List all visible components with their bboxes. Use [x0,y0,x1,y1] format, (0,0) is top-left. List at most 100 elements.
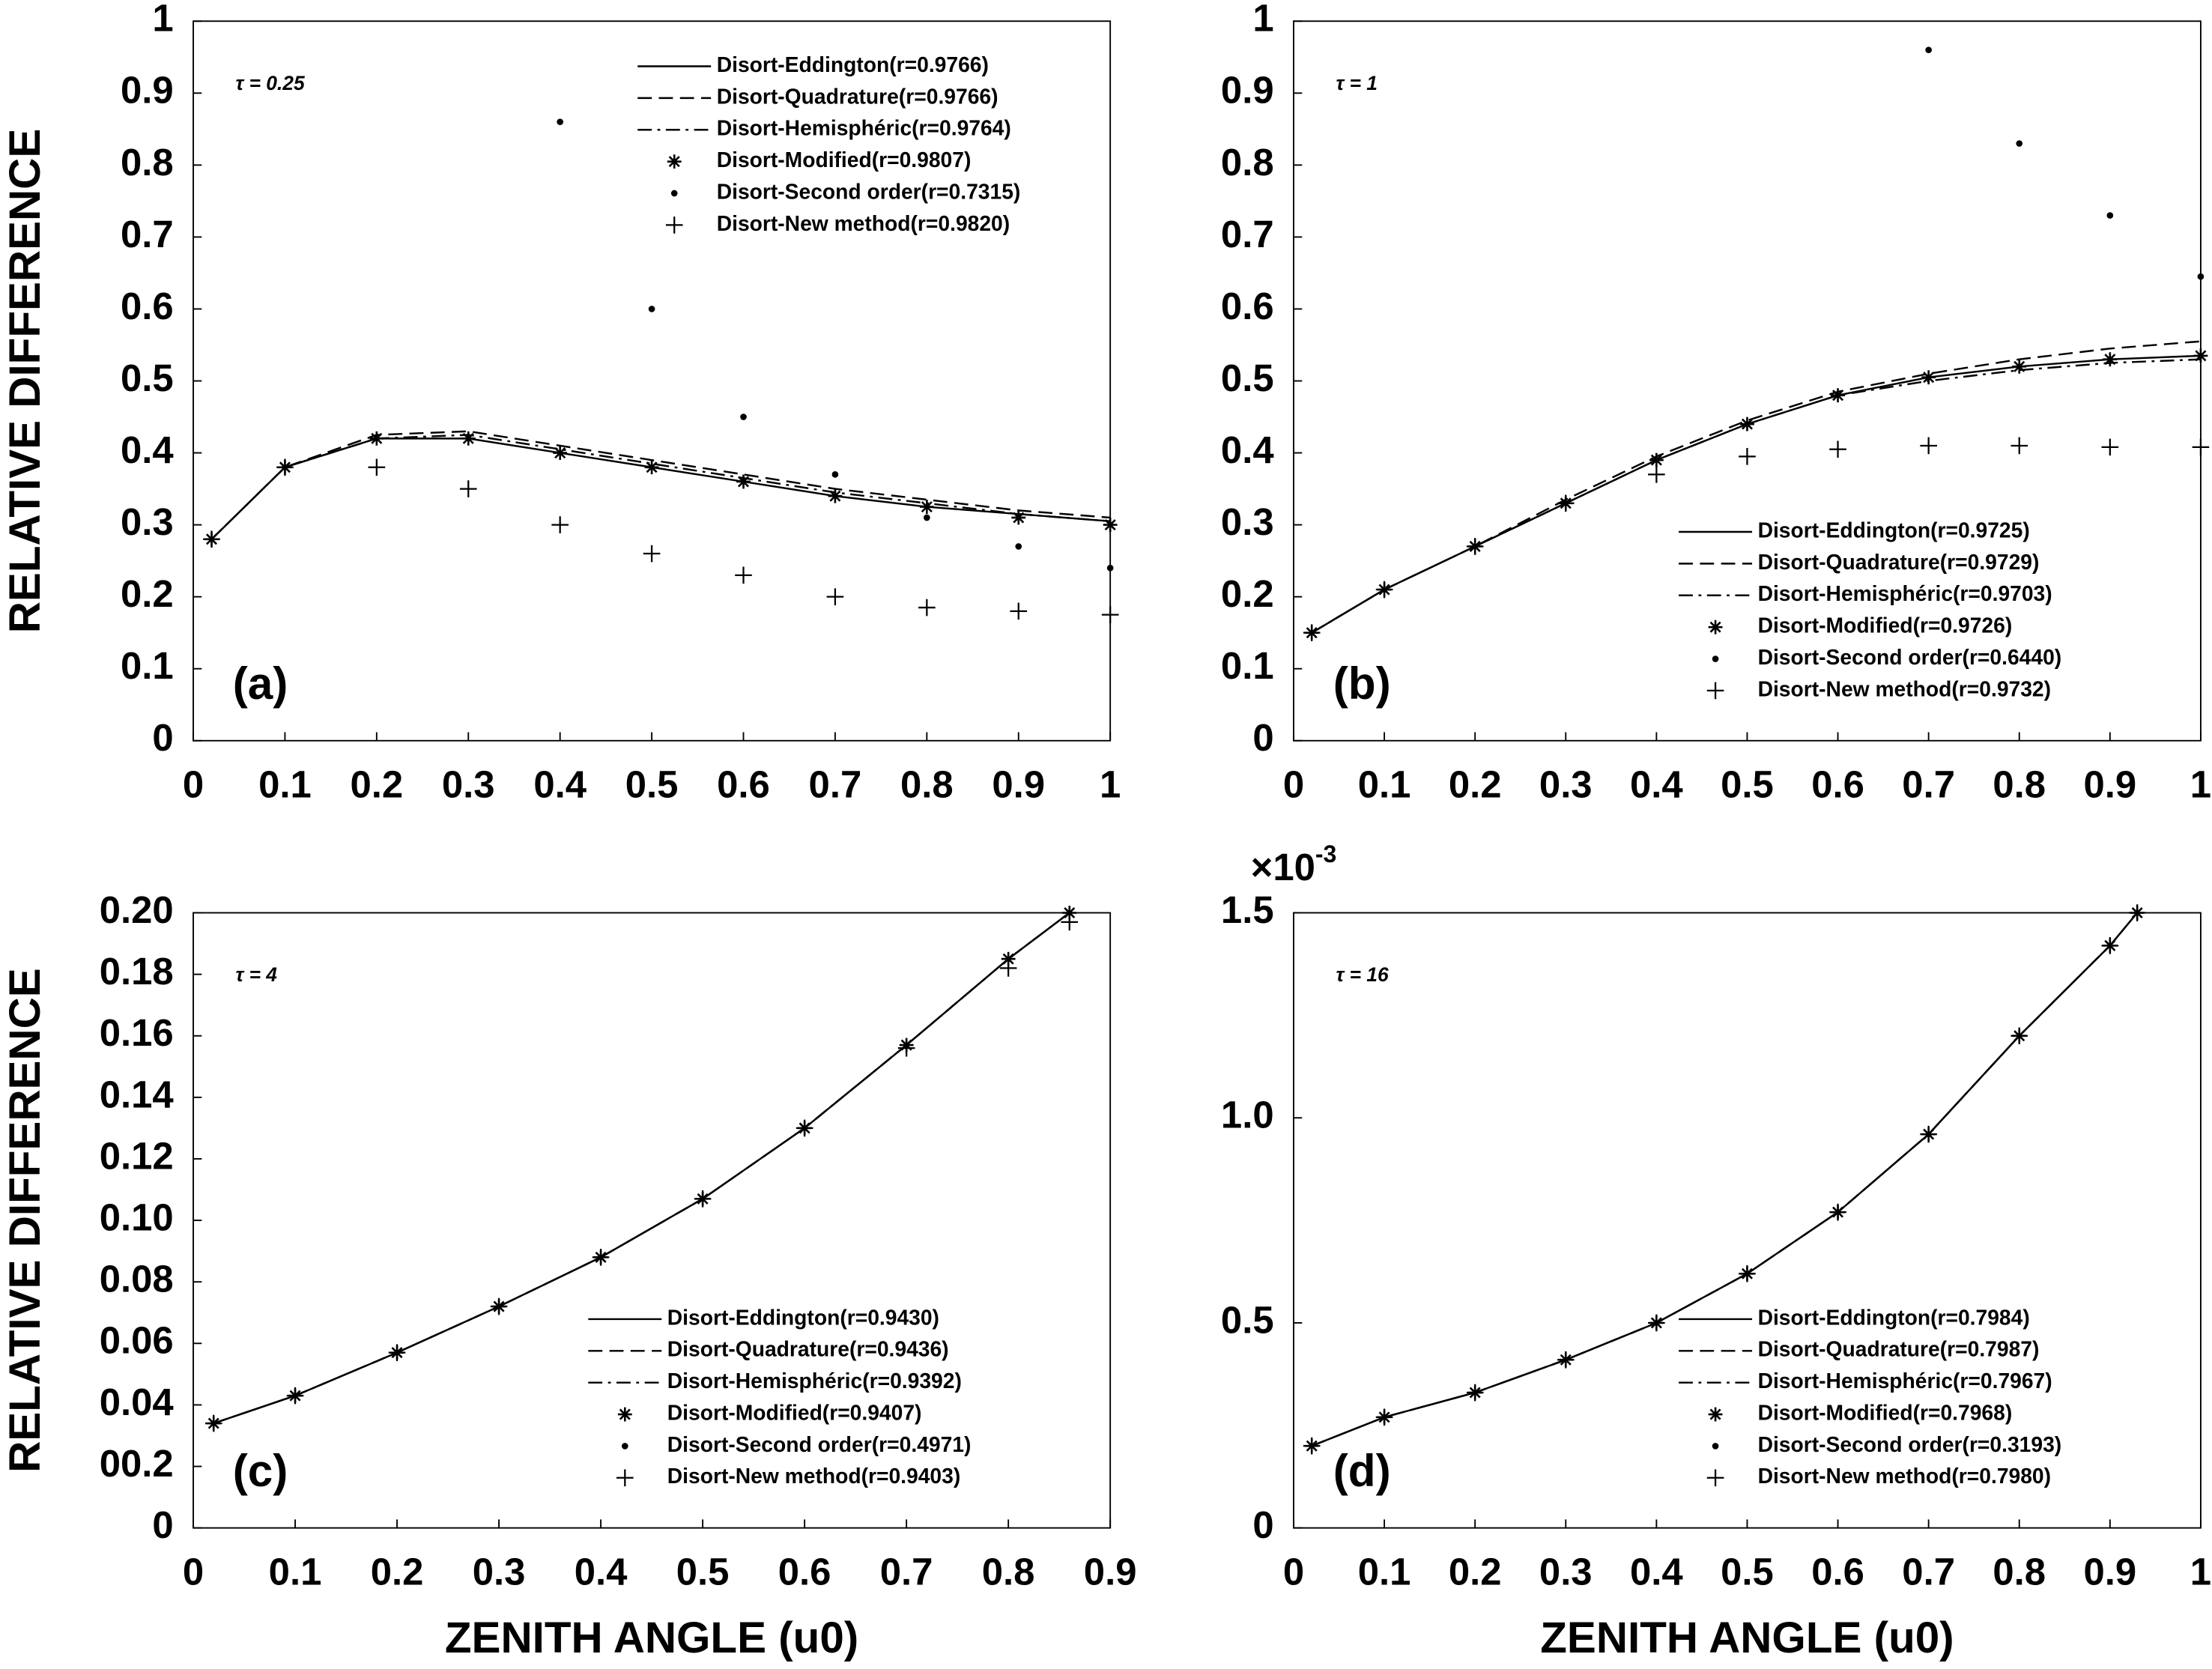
plus-marker [1648,1314,1665,1332]
plus-marker [286,1387,304,1405]
dot-marker [740,414,747,420]
y-tick-label: 0.7 [1221,213,1274,255]
x-tick-label: 1 [1100,763,1121,805]
x-tick-label: 1 [2190,763,2211,805]
plus-marker [1920,1125,1937,1143]
panel-label: (c) [233,1445,288,1496]
plus-marker [2128,904,2146,921]
legend-entry: Disort-New method(r=0.7980) [1758,1464,2051,1488]
plus-marker [1303,624,1321,641]
star-marker [1103,518,1118,533]
plus-marker [1375,581,1393,599]
x-tick-label: 0 [183,1550,204,1593]
dot-marker [1106,564,1114,572]
y-axis-label: RELATIVE DIFFERENCE [1,129,49,634]
plus-marker [1557,1351,1575,1369]
star-marker [369,431,384,446]
y-scale-label: ×10-3 [1251,841,1337,889]
x-tick-label: 0 [1283,1550,1304,1593]
legend-entry: Disort-Modified(r=0.7968) [1758,1401,2013,1425]
legend-entry: Disort-New method(r=0.9820) [717,211,1010,235]
y-tick-label: 1.5 [1221,888,1274,931]
legend-entry: Disort-New method(r=0.9403) [667,1464,960,1488]
star-marker [828,488,843,503]
plus-marker [1739,1264,1756,1282]
series-line [1311,340,2201,634]
y-tick-label: 0.04 [100,1381,174,1423]
plus-marker [368,458,386,476]
star-marker [1708,1407,1723,1422]
dot-marker [1015,543,1022,550]
x-tick-label: 0.3 [473,1550,526,1593]
legend-entry: Disort-Hemisphéric(r=0.9392) [667,1369,962,1393]
plus-marker [388,1344,406,1361]
star-marker [461,431,476,446]
y-tick-label: 0 [152,716,173,759]
x-tick-label: 0.4 [1630,1550,1683,1593]
x-tick-label: 0.1 [269,1550,322,1593]
plus-marker [1829,440,1846,458]
plus-marker [1375,1408,1393,1426]
dot-marker [923,514,930,521]
dot-marker [670,190,678,197]
y-tick-label: 0.12 [100,1134,174,1177]
x-tick-label: 0.6 [1811,1550,1864,1593]
tau-annotation: τ = 0.25 [236,72,305,94]
series-line [1311,354,2201,634]
legend-entry: Disort-Hemisphéric(r=0.7967) [1758,1369,2052,1393]
star-marker [553,446,568,460]
x-tick-label: 0.4 [1630,763,1683,805]
y-tick-label: 0.7 [121,213,174,255]
y-tick-label: 0 [1252,1503,1273,1546]
legend-entry: Disort-Second order(r=0.7315) [717,179,1021,203]
plus-marker [796,1119,813,1137]
x-tick-label: 0.1 [258,763,312,805]
x-tick-label: 0.5 [1721,1550,1774,1593]
series-line [210,434,1111,540]
y-tick-label: 0.20 [100,888,174,931]
plot-data [203,118,1119,623]
plus-marker [1739,448,1756,465]
plus-marker [2192,438,2210,456]
x-tick-label: 0.9 [2084,763,2137,805]
plus-marker [204,1414,222,1432]
y-tick-label: 0.9 [121,69,174,112]
y-tick-label: 0.08 [100,1258,174,1300]
plus-marker [2011,437,2028,455]
y-tick-label: 1 [152,0,173,40]
plot-frame [1293,20,2202,742]
series-line [1311,912,2139,1447]
star-marker [736,474,751,489]
y-tick-label: 0.9 [1221,69,1274,112]
dot-marker [621,1443,628,1450]
series-line [1311,912,2139,1447]
star-marker [1649,452,1664,467]
star-marker [919,500,934,515]
y-tick-label: 1.0 [1221,1094,1274,1136]
plus-marker [2011,1027,2028,1045]
panel-label: (b) [1333,658,1391,709]
plus-marker [735,566,752,584]
y-tick-label: 0 [152,1503,173,1546]
plot-data [204,906,1079,1432]
x-tick-label: 0.9 [1084,1550,1137,1593]
star-marker [2103,352,2118,367]
plus-marker [1829,1203,1846,1221]
plus-marker [1303,1437,1321,1455]
x-tick-label: 0 [183,763,204,805]
x-tick-label: 0.2 [1449,763,1502,805]
y-tick-label: 0.8 [121,141,174,184]
series-line [210,437,1111,540]
y-tick-label: 0.06 [100,1319,174,1362]
star-marker [667,154,682,169]
x-tick-label: 0.8 [1993,763,2046,805]
plot-frame [1293,912,2202,1529]
series-line [213,912,1070,1425]
plus-marker [643,545,661,563]
plus-marker [826,588,844,605]
legend-entry: Disort-Modified(r=0.9807) [717,148,972,172]
legend-entry: Disort-Quadrature(r=0.9436) [667,1337,949,1361]
legend-entry: Disort-Modified(r=0.9407) [667,1401,922,1425]
legend-entry: Disort-Eddington(r=0.9725) [1758,518,2030,542]
